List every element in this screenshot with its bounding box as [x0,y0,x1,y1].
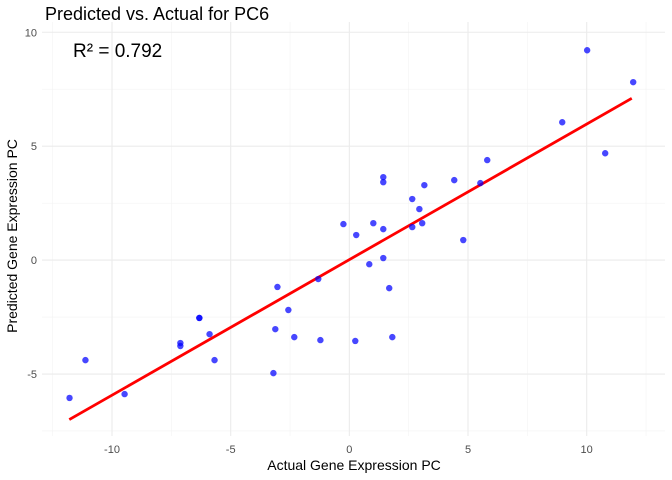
data-point [315,275,322,283]
data-point [386,284,393,292]
data-point [559,119,566,126]
fit-line-layer [68,97,633,421]
data-point [291,333,298,341]
data-point [409,223,416,231]
points-layer [66,47,637,402]
data-point [419,219,426,227]
data-point [196,314,203,322]
data-point [270,369,277,377]
x-axis-label: Actual Gene Expression PC [267,457,441,473]
data-point [206,330,213,338]
data-point [121,390,128,398]
data-point [416,205,423,213]
r-squared-annotation: R² = 0.792 [73,41,162,62]
data-point [601,150,609,157]
data-point [380,225,387,233]
data-point [370,219,377,227]
data-point [211,356,218,364]
data-point [177,342,184,350]
x-tick-label: 10 [581,444,593,456]
x-tick-label: 5 [465,444,471,456]
data-point [380,173,387,181]
grid [42,22,665,436]
x-tick-label: -10 [104,444,120,456]
x-tick-label: 0 [346,444,352,456]
chart-title: Predicted vs. Actual for PC6 [45,4,269,24]
data-point [366,261,373,268]
data-point [460,236,467,244]
data-point [353,231,360,239]
y-tick-label: 0 [31,255,37,267]
data-point [629,78,637,86]
data-point [389,333,396,341]
data-point [451,176,458,184]
y-tick-label: -5 [27,369,37,381]
data-point [66,394,73,402]
data-point [274,283,281,291]
data-point [477,179,484,187]
data-point [285,306,292,314]
data-point [82,356,89,364]
data-point [583,47,591,54]
y-tick-label: 5 [31,141,37,153]
tick-labels: -10 -5 0 5 10 -5 0 5 10 [25,27,593,456]
data-point [421,181,428,189]
data-point [340,220,347,228]
x-tick-label: -5 [226,444,236,456]
y-axis-label: Predicted Gene Expression PC [4,139,20,333]
y-tick-label: 10 [25,27,37,39]
data-point [409,195,416,203]
data-point [484,156,491,164]
data-point [380,178,387,186]
data-point [352,337,359,345]
data-point [380,254,387,262]
data-point [317,336,324,344]
data-point [272,325,279,333]
regression-line [68,97,633,421]
